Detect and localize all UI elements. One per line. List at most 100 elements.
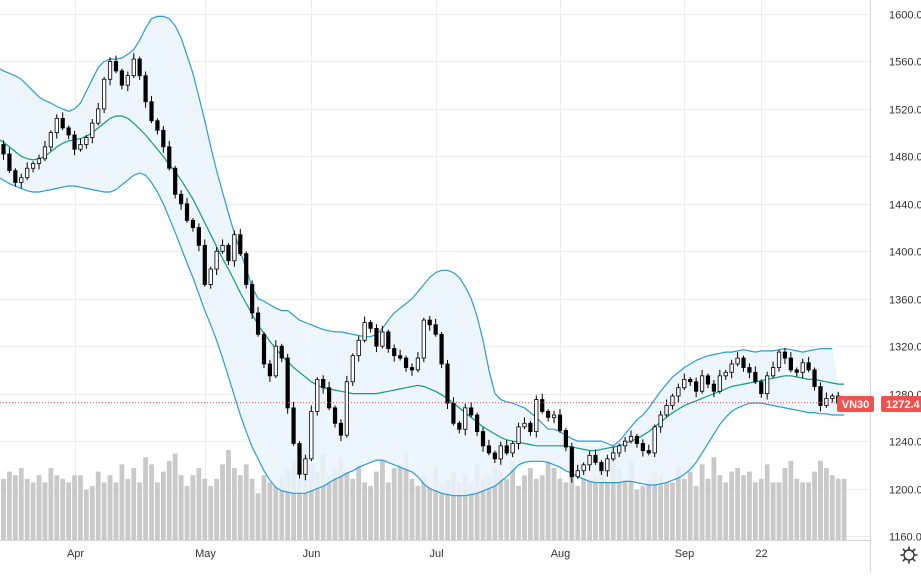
candle bbox=[593, 449, 598, 465]
candle bbox=[581, 462, 586, 475]
volume-bars bbox=[1, 446, 847, 540]
volume-bar bbox=[735, 468, 740, 540]
volume-bar bbox=[66, 482, 72, 540]
candle bbox=[131, 53, 136, 79]
candle-body-down bbox=[788, 357, 793, 371]
candle bbox=[149, 95, 154, 124]
volume-bar bbox=[658, 475, 664, 540]
candle-body-down bbox=[747, 367, 752, 373]
candle bbox=[409, 363, 415, 376]
candle bbox=[759, 379, 764, 398]
candle bbox=[238, 228, 243, 257]
volume-bar bbox=[415, 486, 421, 540]
volume-bar bbox=[42, 482, 48, 540]
volume-bar bbox=[202, 478, 208, 540]
volume-bar bbox=[569, 464, 575, 540]
volume-bar bbox=[616, 468, 622, 540]
volume-bar bbox=[687, 471, 693, 540]
volume-bar bbox=[131, 468, 137, 540]
candle bbox=[480, 427, 486, 452]
candle-body-up bbox=[664, 405, 669, 416]
candle bbox=[36, 154, 42, 170]
candle bbox=[232, 230, 237, 267]
y-tick-label: 1480.0 bbox=[889, 152, 921, 164]
candle-body-up bbox=[581, 464, 586, 472]
volume-bar bbox=[326, 475, 332, 540]
candle-body-down bbox=[255, 312, 261, 335]
candle bbox=[551, 410, 557, 424]
upper-band bbox=[0, 15, 833, 447]
candle bbox=[267, 359, 273, 382]
candle bbox=[78, 138, 83, 152]
candle-body-down bbox=[291, 407, 296, 444]
candle bbox=[463, 403, 468, 436]
volume-bar bbox=[30, 482, 36, 540]
volume-bar bbox=[172, 453, 178, 540]
candle-body-up bbox=[735, 357, 740, 365]
candle-body-up bbox=[273, 345, 278, 377]
volume-bar bbox=[628, 460, 634, 540]
bollinger-bands bbox=[0, 15, 845, 497]
candle bbox=[30, 161, 36, 173]
candle bbox=[255, 307, 261, 337]
volume-bar bbox=[237, 475, 243, 540]
volume-bar bbox=[823, 468, 829, 540]
candle bbox=[25, 162, 30, 181]
candle bbox=[321, 375, 326, 394]
candle-body-down bbox=[457, 422, 462, 430]
candle-body-up bbox=[96, 108, 101, 124]
candle bbox=[196, 223, 201, 252]
candle bbox=[19, 173, 24, 189]
candle-body-down bbox=[190, 220, 196, 228]
candle-body-down bbox=[250, 284, 255, 314]
volume-bar bbox=[385, 482, 391, 540]
candle-body-down bbox=[338, 422, 344, 436]
candle bbox=[474, 412, 480, 436]
candle-body-down bbox=[486, 445, 492, 454]
volume-bar bbox=[255, 493, 261, 540]
candle bbox=[350, 353, 355, 386]
settings-button[interactable] bbox=[900, 546, 918, 564]
candle-body-up bbox=[356, 339, 361, 357]
candle-body-down bbox=[66, 127, 71, 136]
volume-bar bbox=[604, 482, 610, 540]
candle bbox=[658, 410, 663, 433]
candle-body-down bbox=[1, 144, 6, 155]
candle-body-up bbox=[729, 363, 734, 373]
volume-bar bbox=[717, 475, 723, 540]
volume-bar bbox=[723, 482, 729, 540]
candle bbox=[741, 355, 746, 372]
candle-body-down bbox=[528, 422, 533, 432]
volume-bar bbox=[498, 471, 504, 540]
volume-bar bbox=[533, 478, 539, 540]
x-tick-label: Jun bbox=[303, 548, 321, 560]
candle-body-down bbox=[285, 357, 290, 409]
candle-body-up bbox=[214, 250, 219, 270]
volume-bar bbox=[504, 478, 510, 540]
candle bbox=[617, 443, 622, 458]
candle bbox=[415, 352, 421, 373]
volume-bar bbox=[675, 468, 681, 540]
candle-body-up bbox=[628, 435, 634, 442]
volume-bar bbox=[308, 464, 314, 540]
candle-body-down bbox=[427, 319, 432, 326]
volume-bar bbox=[664, 482, 669, 540]
candle bbox=[652, 424, 657, 458]
candle-body-down bbox=[368, 322, 373, 329]
volume-bar bbox=[83, 489, 89, 540]
candle-body-up bbox=[303, 458, 308, 475]
candle-body-down bbox=[812, 369, 817, 387]
x-tick-label: Sep bbox=[675, 548, 695, 560]
candle-body-down bbox=[806, 362, 811, 371]
candle-body-up bbox=[48, 132, 53, 148]
candle bbox=[528, 420, 533, 436]
candle-body-down bbox=[759, 381, 764, 395]
volume-bar bbox=[741, 475, 746, 540]
candle bbox=[143, 71, 148, 108]
volume-bar bbox=[480, 478, 486, 540]
volume-bar bbox=[451, 471, 456, 540]
gear-icon[interactable] bbox=[903, 549, 915, 561]
candle bbox=[569, 442, 574, 483]
volume-bar bbox=[829, 475, 835, 540]
